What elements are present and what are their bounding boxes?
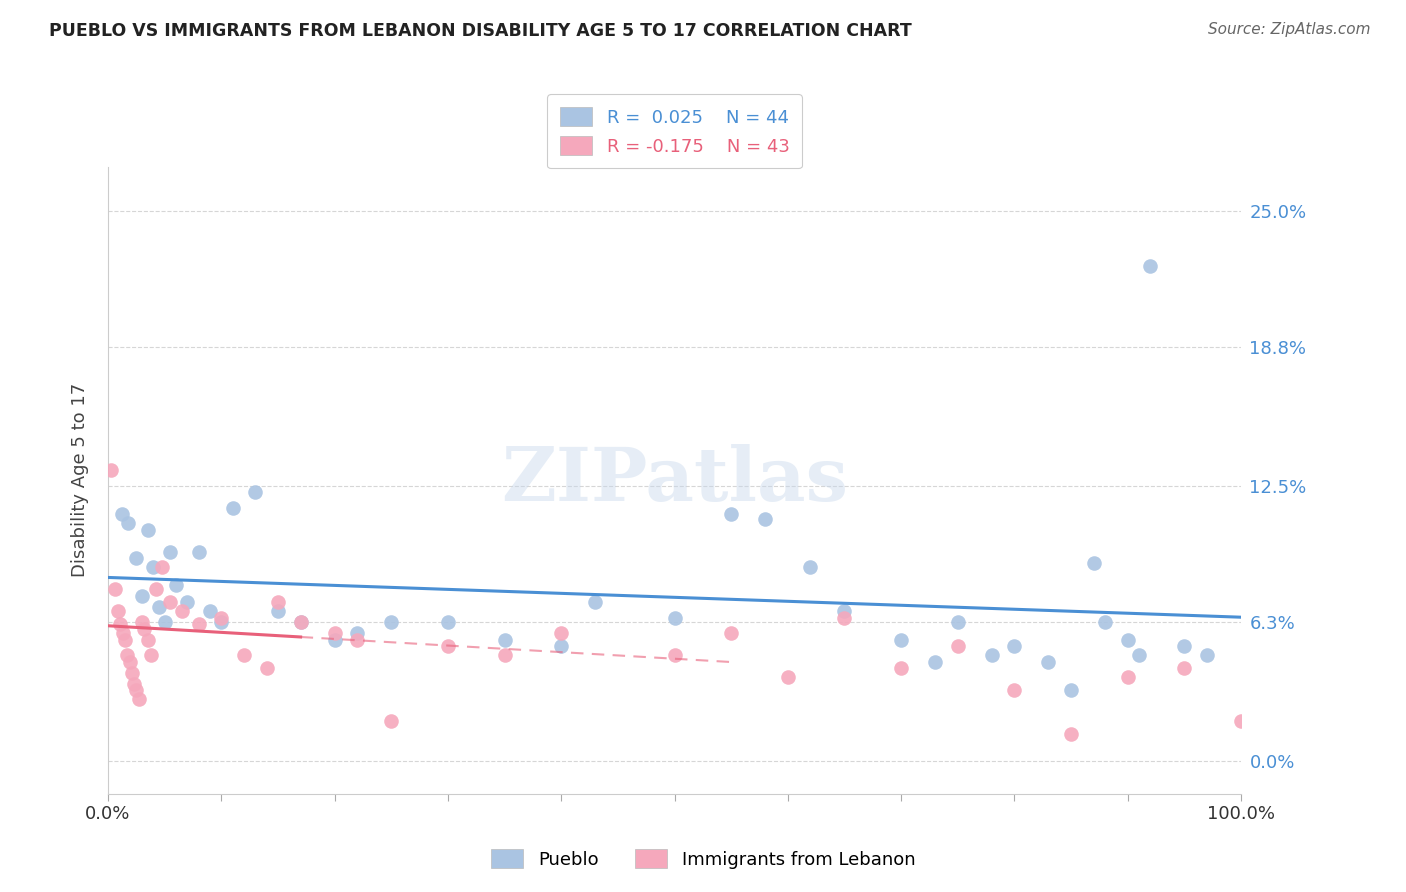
- Point: [946, 640, 969, 654]
- Point: [799, 560, 821, 574]
- Legend: Pueblo, Immigrants from Lebanon: Pueblo, Immigrants from Lebanon: [484, 841, 922, 876]
- Point: [1197, 648, 1219, 662]
- Point: [153, 615, 176, 629]
- Point: [290, 615, 312, 629]
- Point: [111, 626, 134, 640]
- Legend: R =  0.025    N = 44, R = -0.175    N = 43: R = 0.025 N = 44, R = -0.175 N = 43: [547, 95, 801, 169]
- Point: [122, 676, 145, 690]
- Point: [114, 632, 136, 647]
- Y-axis label: Disability Age 5 to 17: Disability Age 5 to 17: [72, 383, 89, 577]
- Point: [1004, 683, 1026, 698]
- Point: [267, 604, 290, 618]
- Point: [890, 661, 912, 675]
- Point: [346, 626, 368, 640]
- Point: [720, 626, 742, 640]
- Point: [550, 640, 572, 654]
- Point: [131, 615, 153, 629]
- Point: [117, 516, 139, 530]
- Point: [720, 508, 742, 522]
- Point: [165, 577, 187, 591]
- Point: [1004, 640, 1026, 654]
- Point: [134, 622, 156, 636]
- Point: [346, 632, 368, 647]
- Point: [104, 582, 127, 596]
- Point: [1230, 714, 1253, 728]
- Point: [125, 551, 148, 566]
- Point: [290, 615, 312, 629]
- Point: [187, 544, 209, 558]
- Point: [142, 560, 165, 574]
- Point: [131, 589, 153, 603]
- Point: [267, 595, 290, 609]
- Point: [776, 670, 799, 684]
- Point: [1173, 661, 1195, 675]
- Point: [380, 615, 402, 629]
- Point: [125, 683, 148, 698]
- Point: [159, 595, 181, 609]
- Text: PUEBLO VS IMMIGRANTS FROM LEBANON DISABILITY AGE 5 TO 17 CORRELATION CHART: PUEBLO VS IMMIGRANTS FROM LEBANON DISABI…: [49, 22, 912, 40]
- Point: [924, 655, 946, 669]
- Point: [209, 615, 232, 629]
- Point: [380, 714, 402, 728]
- Point: [1094, 615, 1116, 629]
- Point: [136, 632, 159, 647]
- Point: [245, 485, 267, 500]
- Point: [834, 604, 856, 618]
- Point: [198, 604, 221, 618]
- Text: Source: ZipAtlas.com: Source: ZipAtlas.com: [1208, 22, 1371, 37]
- Point: [176, 595, 198, 609]
- Point: [437, 615, 460, 629]
- Point: [150, 560, 173, 574]
- Point: [494, 632, 516, 647]
- Point: [1139, 259, 1161, 273]
- Point: [323, 632, 346, 647]
- Point: [110, 617, 132, 632]
- Point: [583, 595, 606, 609]
- Point: [159, 544, 181, 558]
- Point: [136, 523, 159, 537]
- Point: [221, 500, 243, 515]
- Point: [437, 640, 460, 654]
- Point: [118, 655, 141, 669]
- Point: [946, 615, 969, 629]
- Point: [550, 626, 572, 640]
- Point: [170, 604, 193, 618]
- Point: [1060, 727, 1083, 741]
- Point: [187, 617, 209, 632]
- Point: [1083, 556, 1105, 570]
- Point: [110, 508, 132, 522]
- Point: [100, 463, 122, 477]
- Point: [834, 610, 856, 624]
- Point: [890, 632, 912, 647]
- Point: [1038, 655, 1060, 669]
- Point: [233, 648, 256, 662]
- Point: [107, 604, 129, 618]
- Point: [209, 610, 232, 624]
- Point: [148, 599, 170, 614]
- Point: [664, 648, 686, 662]
- Point: [1060, 683, 1083, 698]
- Point: [145, 582, 167, 596]
- Point: [754, 511, 776, 525]
- Point: [664, 610, 686, 624]
- Point: [1116, 670, 1139, 684]
- Point: [494, 648, 516, 662]
- Point: [117, 648, 139, 662]
- Point: [323, 626, 346, 640]
- Point: [980, 648, 1002, 662]
- Point: [256, 661, 278, 675]
- Point: [1173, 640, 1195, 654]
- Point: [121, 665, 143, 680]
- Point: [128, 692, 150, 706]
- Point: [1116, 632, 1139, 647]
- Text: ZIPatlas: ZIPatlas: [501, 443, 848, 516]
- Point: [139, 648, 162, 662]
- Point: [1128, 648, 1150, 662]
